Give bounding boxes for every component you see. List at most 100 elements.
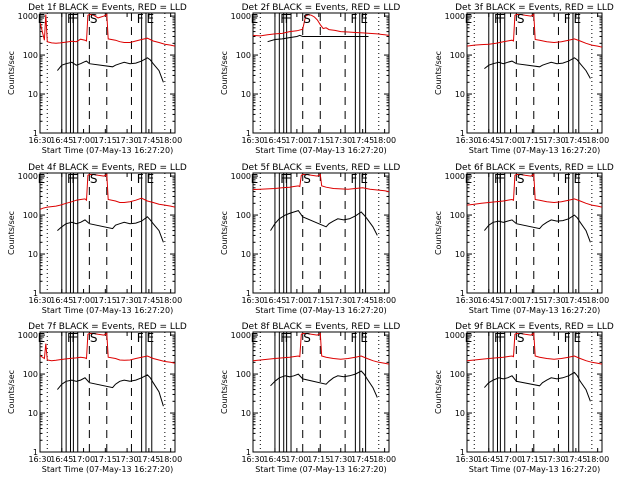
x-tick-label: 17:00 bbox=[499, 296, 522, 305]
x-tick-label: 17:45 bbox=[564, 455, 587, 464]
x-tick-label: 16:45 bbox=[477, 296, 500, 305]
x-tick-label: 17:15 bbox=[521, 296, 544, 305]
x-tick-label: 17:45 bbox=[351, 136, 374, 145]
y-tick-label: 100 bbox=[236, 51, 251, 60]
interval-marker-label: S bbox=[303, 12, 311, 26]
panel-title: Det 7f BLACK = Events, RED = LLD bbox=[28, 322, 187, 332]
interval-marker-label: F bbox=[137, 331, 144, 345]
x-tick-label: 17:30 bbox=[116, 455, 139, 464]
events-series-line bbox=[484, 214, 591, 243]
y-axis-label: Counts/sec bbox=[434, 370, 443, 414]
panel-title: Det 4f BLACK = Events, RED = LLD bbox=[28, 163, 187, 173]
panel-title: Det 2f BLACK = Events, RED = LLD bbox=[242, 3, 401, 13]
plot-area bbox=[253, 332, 389, 452]
plot-frame bbox=[252, 12, 390, 134]
y-tick-label: 1 bbox=[33, 448, 38, 457]
x-tick-label: 16:45 bbox=[263, 136, 286, 145]
events-series-line bbox=[57, 374, 164, 407]
y-tick-label: 1 bbox=[246, 129, 251, 138]
panel-title: Det 6f BLACK = Events, RED = LLD bbox=[455, 163, 614, 173]
interval-marker-label: S bbox=[303, 331, 311, 345]
panel-title: Det 9f BLACK = Events, RED = LLD bbox=[455, 322, 614, 332]
y-tick-label: 1000 bbox=[18, 331, 38, 340]
y-tick-label: 1 bbox=[460, 129, 465, 138]
x-tick-label: 17:00 bbox=[72, 296, 95, 305]
x-axis-label: Start Time (07-May-13 16:27:20) bbox=[469, 146, 600, 155]
y-tick-label: 100 bbox=[450, 211, 465, 220]
lld-series-line bbox=[40, 332, 175, 364]
interval-marker-label: F bbox=[498, 172, 505, 186]
interval-marker-label: F bbox=[71, 12, 78, 26]
y-tick-label: 1000 bbox=[18, 172, 38, 181]
x-tick-label: 16:30 bbox=[455, 296, 478, 305]
y-tick-label: 1 bbox=[246, 289, 251, 298]
interval-marker-label: S bbox=[517, 12, 525, 26]
x-tick-label: 17:15 bbox=[521, 455, 544, 464]
plot-area bbox=[40, 13, 175, 133]
interval-marker-label: F bbox=[498, 12, 505, 26]
interval-marker-label: E bbox=[147, 331, 155, 345]
x-tick-label: 18:00 bbox=[586, 296, 609, 305]
panel-9: Det 9f BLACK = Events, RED = LLD 16:3016:… bbox=[434, 322, 614, 474]
y-axis-label: Counts/sec bbox=[220, 51, 229, 95]
plot-frame bbox=[466, 172, 603, 294]
x-tick-label: 16:45 bbox=[477, 136, 500, 145]
interval-marker-label: E bbox=[147, 172, 155, 186]
interval-marker-label: F bbox=[285, 331, 292, 345]
y-axis-label: Counts/sec bbox=[220, 370, 229, 414]
interval-marker-label: F bbox=[564, 331, 571, 345]
x-tick-label: 16:30 bbox=[28, 296, 51, 305]
y-tick-label: 1 bbox=[246, 448, 251, 457]
x-tick-label: 16:45 bbox=[50, 455, 73, 464]
interval-marker-label: S bbox=[517, 172, 525, 186]
panel-title: Det 1f BLACK = Events, RED = LLD bbox=[28, 3, 187, 13]
y-tick-label: 100 bbox=[236, 370, 251, 379]
lld-series-line bbox=[253, 332, 389, 365]
events-series-line bbox=[270, 210, 378, 236]
lld-series-line bbox=[253, 13, 389, 37]
x-tick-label: 17:45 bbox=[137, 296, 160, 305]
x-tick-label: 17:30 bbox=[329, 296, 352, 305]
interval-marker-label: F bbox=[494, 331, 501, 345]
interval-marker-label: E bbox=[38, 331, 46, 345]
interval-marker-label: F bbox=[350, 12, 357, 26]
x-tick-label: 17:15 bbox=[307, 296, 330, 305]
y-tick-label: 100 bbox=[450, 51, 465, 60]
y-tick-label: 10 bbox=[455, 90, 465, 99]
x-tick-label: 18:00 bbox=[373, 296, 396, 305]
x-axis-label: Start Time (07-May-13 16:27:20) bbox=[469, 465, 600, 474]
lld-series-line bbox=[467, 332, 602, 365]
panel-title: Det 8f BLACK = Events, RED = LLD bbox=[242, 322, 401, 332]
plot-area bbox=[40, 332, 175, 452]
y-tick-label: 10 bbox=[241, 250, 251, 259]
y-axis-label: Counts/sec bbox=[434, 211, 443, 255]
x-tick-label: 17:00 bbox=[285, 455, 308, 464]
x-tick-label: 16:30 bbox=[28, 136, 51, 145]
y-axis-label: Counts/sec bbox=[220, 211, 229, 255]
y-tick-label: 1 bbox=[460, 448, 465, 457]
x-tick-label: 16:30 bbox=[241, 296, 264, 305]
interval-marker-label: E bbox=[38, 12, 46, 26]
x-tick-label: 16:30 bbox=[455, 136, 478, 145]
events-series-line bbox=[57, 216, 164, 243]
y-tick-label: 100 bbox=[450, 370, 465, 379]
x-tick-label: 17:00 bbox=[499, 136, 522, 145]
interval-marker-label: E bbox=[574, 172, 582, 186]
y-tick-label: 1000 bbox=[445, 331, 465, 340]
x-tick-label: 17:45 bbox=[137, 455, 160, 464]
lld-series-line bbox=[40, 13, 175, 47]
y-tick-label: 10 bbox=[28, 90, 38, 99]
interval-marker-label: F bbox=[280, 331, 287, 345]
plot-area bbox=[467, 332, 602, 452]
y-tick-label: 100 bbox=[23, 51, 38, 60]
y-tick-label: 1000 bbox=[231, 172, 251, 181]
x-tick-label: 18:00 bbox=[373, 136, 396, 145]
y-axis-label: Counts/sec bbox=[434, 51, 443, 95]
y-tick-label: 10 bbox=[28, 409, 38, 418]
x-tick-label: 18:00 bbox=[159, 296, 182, 305]
interval-marker-label: F bbox=[71, 172, 78, 186]
x-tick-label: 16:30 bbox=[28, 455, 51, 464]
x-tick-label: 17:15 bbox=[307, 136, 330, 145]
interval-marker-label: F bbox=[564, 12, 571, 26]
x-tick-label: 16:30 bbox=[241, 136, 264, 145]
